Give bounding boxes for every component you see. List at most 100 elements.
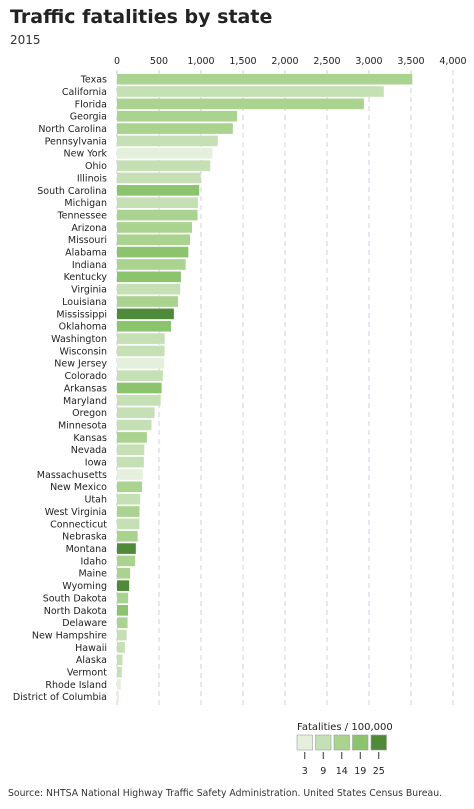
legend-label: 3 [302,766,308,777]
bar [117,493,141,505]
x-tick-label: 2,000 [271,56,298,67]
state-label: Georgia [70,112,107,123]
state-label: Connecticut [50,519,107,530]
state-label: South Dakota [43,593,107,604]
bar [117,481,143,493]
bar [117,333,165,344]
state-label: Maryland [63,396,107,407]
bar [117,642,125,653]
state-label: Utah [84,495,107,506]
bars [117,73,413,703]
state-label: Alaska [76,655,107,666]
bar [117,271,181,283]
bar [117,543,136,554]
bar [117,98,364,110]
bar [117,592,129,604]
state-label: Pennsylvania [45,136,107,147]
legend-swatch [333,734,350,751]
state-label: Kansas [73,433,107,444]
bar [117,395,161,406]
bar [117,419,152,431]
state-label: Missouri [68,235,107,246]
bar [117,135,218,147]
bar [117,160,211,171]
bar [117,654,123,666]
bar [117,666,122,678]
state-label: North Dakota [44,606,107,617]
state-label: Oregon [72,408,107,419]
bar [117,86,384,97]
state-label: Louisiana [62,297,107,308]
bar [117,259,186,270]
state-label: Montana [66,544,107,555]
legend-label: 14 [336,766,348,777]
bar [117,345,165,357]
state-label: Maine [78,569,107,580]
legend-title: Fatalities / 100,000 [297,722,393,733]
color-legend: Fatalities / 100,000 3 9 14 19 25 [296,722,393,777]
x-tick-label: 1,000 [187,56,214,67]
state-label: Alabama [65,248,107,259]
x-tick-label: 3,000 [355,56,382,67]
bar [117,110,238,122]
bar [117,283,181,295]
state-label: Washington [51,334,107,345]
bar [117,518,140,530]
state-label: Hawaii [75,643,107,654]
bar [117,308,174,320]
chart-subtitle: 2015 [10,33,41,47]
x-tick-label: 4,000 [439,56,466,67]
bar [117,185,200,196]
bar [117,357,165,369]
chart-title: Traffic fatalities by state [10,6,273,28]
bar [117,617,128,629]
bar [117,605,129,616]
state-label: Kentucky [64,272,108,283]
bar [117,691,119,703]
state-label: Rhode Island [45,680,107,691]
state-label: Nebraska [62,532,107,543]
state-label: Mississippi [56,309,107,320]
state-label: Virginia [71,285,107,296]
state-label: Arizona [71,223,107,234]
legend-swatch [352,734,369,751]
bar [117,234,190,246]
state-label: Ohio [85,161,107,172]
state-label: Delaware [62,618,107,629]
bar [117,209,198,221]
x-tick-label: 1,500 [229,56,256,67]
state-label: North Carolina [38,124,107,135]
bar [117,444,145,456]
legend-swatch [315,734,332,751]
state-label: West Virginia [45,507,107,518]
state-label: Colorado [65,371,108,382]
x-tick-label: 3,500 [397,56,424,67]
bar [117,147,213,159]
bar [117,555,136,567]
source-note: Source: NHTSA National Highway Traffic S… [8,788,443,799]
x-tick-label: 0 [114,56,120,67]
state-label: Florida [75,99,107,110]
bar [117,246,189,258]
bar [117,506,140,517]
x-tick-label: 2,500 [313,56,340,67]
bar [117,172,201,184]
x-tick-label: 500 [150,56,168,67]
bar [117,679,121,690]
state-label: Illinois [77,173,107,184]
x-axis: 0 500 1,000 1,500 2,000 2,500 3,000 3,500 4,000 [114,56,467,67]
bar [117,73,413,85]
state-label: Indiana [72,260,107,271]
legend-swatch [296,734,313,751]
state-label: Nevada [71,445,107,456]
bar [117,407,155,419]
state-label: New Hampshire [32,630,107,641]
state-label: Oklahoma [59,322,107,333]
legend-label: 19 [354,766,366,777]
legend-label: 25 [373,766,385,777]
state-label: Texas [80,75,107,86]
state-label: New Mexico [50,482,107,493]
bar [117,320,172,332]
